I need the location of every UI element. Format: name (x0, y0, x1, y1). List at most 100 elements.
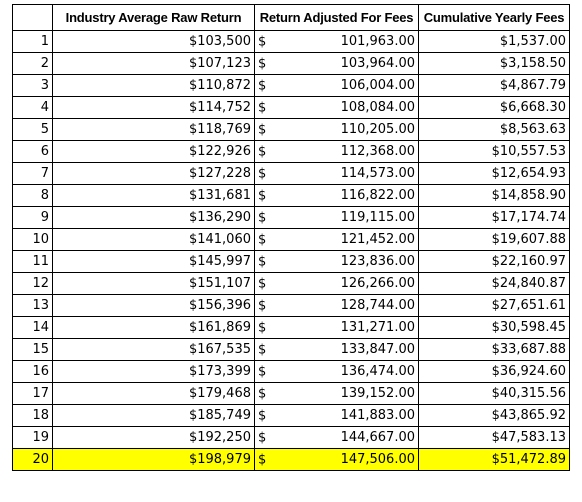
header-adjusted-return[interactable]: Return Adjusted For Fees (254, 4, 419, 31)
cell-year[interactable]: 5 (12, 118, 53, 141)
currency-symbol: $ (258, 100, 267, 115)
cell-raw-return[interactable]: $156,396 (52, 294, 255, 317)
cell-cumulative-fees[interactable]: $14,858.90 (418, 184, 570, 207)
cell-raw-return[interactable]: $167,535 (52, 338, 255, 361)
cell-raw-return[interactable]: $131,681 (52, 184, 255, 207)
cell-year[interactable]: 18 (12, 404, 53, 427)
returns-table: Industry Average Raw Return Return Adjus… (12, 4, 570, 471)
cell-adjusted-return[interactable]: $139,152.00 (254, 382, 419, 405)
header-cumulative-fees[interactable]: Cumulative Yearly Fees (418, 4, 570, 31)
adjusted-value: 110,205.00 (340, 122, 415, 137)
currency-symbol: $ (258, 408, 267, 423)
cell-cumulative-fees[interactable]: $33,687.88 (418, 338, 570, 361)
cell-adjusted-return[interactable]: $114,573.00 (254, 162, 419, 185)
cell-raw-return[interactable]: $192,250 (52, 426, 255, 449)
cell-raw-return[interactable]: $122,926 (52, 140, 255, 163)
cell-adjusted-return[interactable]: $136,474.00 (254, 360, 419, 383)
adjusted-value: 108,084.00 (340, 100, 415, 115)
cell-year[interactable]: 14 (12, 316, 53, 339)
header-row: Industry Average Raw Return Return Adjus… (12, 4, 570, 31)
cell-adjusted-return[interactable]: $128,744.00 (254, 294, 419, 317)
cell-adjusted-return[interactable]: $106,004.00 (254, 74, 419, 97)
cell-year[interactable]: 15 (12, 338, 53, 361)
cell-adjusted-return[interactable]: $108,084.00 (254, 96, 419, 119)
cell-year[interactable]: 2 (12, 52, 53, 75)
adjusted-value: 114,573.00 (340, 166, 415, 181)
cell-raw-return[interactable]: $103,500 (52, 30, 255, 53)
cell-year[interactable]: 1 (12, 30, 53, 53)
adjusted-value: 139,152.00 (340, 386, 415, 401)
cell-year[interactable]: 16 (12, 360, 53, 383)
cell-cumulative-fees[interactable]: $36,924.60 (418, 360, 570, 383)
cell-cumulative-fees[interactable]: $22,160.97 (418, 250, 570, 273)
cell-year[interactable]: 9 (12, 206, 53, 229)
cell-raw-return[interactable]: $161,869 (52, 316, 255, 339)
cell-cumulative-fees[interactable]: $8,563.63 (418, 118, 570, 141)
cell-cumulative-fees[interactable]: $19,607.88 (418, 228, 570, 251)
adjusted-value: 121,452.00 (340, 232, 415, 247)
cell-year[interactable]: 4 (12, 96, 53, 119)
cell-year[interactable]: 10 (12, 228, 53, 251)
cell-year[interactable]: 7 (12, 162, 53, 185)
cell-cumulative-fees[interactable]: $3,158.50 (418, 52, 570, 75)
cell-raw-return[interactable]: $110,872 (52, 74, 255, 97)
currency-symbol: $ (258, 34, 267, 49)
cell-adjusted-return[interactable]: $123,836.00 (254, 250, 419, 273)
cell-adjusted-return[interactable]: $141,883.00 (254, 404, 419, 427)
cell-cumulative-fees[interactable]: $30,598.45 (418, 316, 570, 339)
cell-cumulative-fees[interactable]: $47,583.13 (418, 426, 570, 449)
cell-cumulative-fees[interactable]: $6,668.30 (418, 96, 570, 119)
cell-raw-return[interactable]: $127,228 (52, 162, 255, 185)
currency-symbol: $ (258, 276, 267, 291)
cell-cumulative-fees[interactable]: $1,537.00 (418, 30, 570, 53)
cell-raw-return[interactable]: $141,060 (52, 228, 255, 251)
cell-cumulative-fees[interactable]: $17,174.74 (418, 206, 570, 229)
cell-raw-return[interactable]: $198,979 (52, 448, 255, 471)
cell-cumulative-fees[interactable]: $43,865.92 (418, 404, 570, 427)
cell-year[interactable]: 8 (12, 184, 53, 207)
table-body: 1 $103,500 $101,963.00 $1,537.00 2 $107,123 $1… (12, 30, 570, 471)
cell-raw-return[interactable]: $179,468 (52, 382, 255, 405)
cell-adjusted-return[interactable]: $116,822.00 (254, 184, 419, 207)
cell-year[interactable]: 13 (12, 294, 53, 317)
cell-cumulative-fees[interactable]: $27,651.61 (418, 294, 570, 317)
cell-cumulative-fees[interactable]: $10,557.53 (418, 140, 570, 163)
cell-adjusted-return[interactable]: $112,368.00 (254, 140, 419, 163)
cell-year[interactable]: 11 (12, 250, 53, 273)
cell-raw-return[interactable]: $151,107 (52, 272, 255, 295)
cell-year[interactable]: 20 (12, 448, 53, 471)
cell-cumulative-fees[interactable]: $4,867.79 (418, 74, 570, 97)
cell-adjusted-return[interactable]: $144,667.00 (254, 426, 419, 449)
cell-adjusted-return[interactable]: $121,452.00 (254, 228, 419, 251)
cell-raw-return[interactable]: $136,290 (52, 206, 255, 229)
cell-adjusted-return[interactable]: $110,205.00 (254, 118, 419, 141)
cell-cumulative-fees[interactable]: $24,840.87 (418, 272, 570, 295)
cell-adjusted-return[interactable]: $101,963.00 (254, 30, 419, 53)
cell-adjusted-return[interactable]: $103,964.00 (254, 52, 419, 75)
adjusted-value: 128,744.00 (340, 298, 415, 313)
cell-adjusted-return[interactable]: $126,266.00 (254, 272, 419, 295)
cell-raw-return[interactable]: $107,123 (52, 52, 255, 75)
cell-cumulative-fees[interactable]: $12,654.93 (418, 162, 570, 185)
cell-raw-return[interactable]: $118,769 (52, 118, 255, 141)
header-year[interactable] (12, 4, 53, 31)
cell-raw-return[interactable]: $185,749 (52, 404, 255, 427)
cell-adjusted-return[interactable]: $133,847.00 (254, 338, 419, 361)
cell-year[interactable]: 6 (12, 140, 53, 163)
cell-raw-return[interactable]: $145,997 (52, 250, 255, 273)
cell-adjusted-return[interactable]: $147,506.00 (254, 448, 419, 471)
cell-raw-return[interactable]: $114,752 (52, 96, 255, 119)
cell-adjusted-return[interactable]: $119,115.00 (254, 206, 419, 229)
cell-year[interactable]: 17 (12, 382, 53, 405)
adjusted-value: 103,964.00 (340, 56, 415, 71)
cell-adjusted-return[interactable]: $131,271.00 (254, 316, 419, 339)
cell-year[interactable]: 12 (12, 272, 53, 295)
header-raw-return[interactable]: Industry Average Raw Return (52, 4, 255, 31)
table-row: 2 $107,123 $103,964.00 $3,158.50 (12, 52, 570, 75)
cell-year[interactable]: 3 (12, 74, 53, 97)
cell-year[interactable]: 19 (12, 426, 53, 449)
adjusted-value: 136,474.00 (340, 364, 415, 379)
cell-raw-return[interactable]: $173,399 (52, 360, 255, 383)
cell-cumulative-fees[interactable]: $40,315.56 (418, 382, 570, 405)
cell-cumulative-fees[interactable]: $51,472.89 (418, 448, 570, 471)
